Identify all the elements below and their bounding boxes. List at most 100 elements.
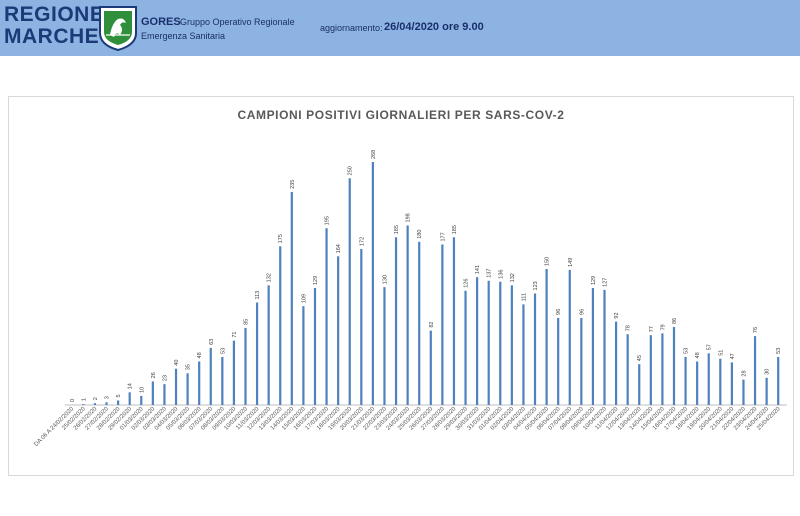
bar [441,244,444,405]
data-label: 96 [556,309,562,315]
data-label: 14 [128,383,134,389]
org-subtitle-2: Emergenza Sanitaria [141,31,226,41]
org-subtitle-1: Gruppo Operativo Regionale [180,17,295,27]
data-label: 111 [521,293,527,301]
bar [476,277,479,405]
bar [580,317,583,405]
data-label: 1 [81,398,87,401]
data-label: 268 [371,150,377,159]
bar [105,402,108,405]
data-label: 132 [267,273,273,282]
chart-container: CAMPIONI POSITIVI GIORNALIERI PER SARS-C… [8,96,794,476]
data-label: 185 [452,225,458,234]
bar [93,403,97,405]
bar [348,178,351,405]
update-timestamp: 26/04/2020 ore 9.00 [384,21,484,33]
data-label: 2 [93,397,99,400]
bar [545,268,548,405]
data-label: 109 [301,294,307,303]
data-label: 126 [464,279,470,288]
bar [255,302,259,405]
bar [232,340,236,405]
bar [649,335,652,405]
bar [418,241,421,405]
bar [337,256,340,405]
data-label: 92 [614,312,620,318]
logo-line-2: MARCHE [4,25,100,48]
data-label: 129 [591,276,597,285]
bar [603,289,606,405]
data-label: 78 [626,325,632,331]
data-label: 141 [475,265,481,274]
bar [290,191,293,405]
bar-chart: CAMPIONI POSITIVI GIORNALIERI PER SARS-C… [33,108,787,448]
bar [371,162,374,405]
marche-crest-icon [99,6,137,51]
logo-line-1: REGIONE [4,3,105,26]
data-label: 175 [278,234,284,243]
data-label: 235 [290,180,296,189]
bar [151,381,154,405]
bar [499,281,502,405]
org-name: GORES [141,16,181,28]
data-label: 5 [116,394,122,397]
data-label: 53 [776,348,782,354]
data-label: 57 [707,344,713,350]
bar [614,321,618,405]
data-label: 127 [603,278,609,287]
bar [198,361,201,405]
bar [591,288,595,405]
bar [313,288,317,405]
data-label: 123 [533,281,539,290]
data-label: 149 [568,258,574,267]
page-header: REGIONE MARCHE GORES Gruppo Operativo Re… [0,0,800,56]
data-label: 26 [151,372,157,378]
data-label: 77 [649,326,655,332]
bar [128,392,131,405]
data-label: 198 [406,213,412,222]
update-label: aggiornamento: [320,23,383,33]
bar [638,364,641,405]
bar [568,269,571,405]
data-label: 71 [232,331,238,337]
tick-labels-layer: DA 06 A 24/02/202025/02/202026/02/202027… [33,406,782,448]
bar [661,333,664,405]
data-label: 180 [417,230,423,239]
data-label: 51 [718,350,724,356]
bar [174,368,178,405]
data-label: 150 [545,257,551,266]
data-label: 132 [510,273,516,282]
data-label: 48 [695,352,701,358]
data-label: 28 [741,370,747,376]
data-label: 79 [660,324,666,330]
data-label: 35 [186,364,192,370]
bar [452,237,456,405]
bar [753,336,757,405]
data-label: 185 [394,225,400,234]
data-label: 164 [336,244,342,253]
data-label: 85 [244,319,250,325]
data-label: 0 [70,399,76,402]
data-label: 48 [197,352,203,358]
bar [360,249,363,405]
regione-marche-logo: REGIONE MARCHE [4,3,105,52]
bar [533,293,537,405]
data-label: 250 [348,166,354,175]
data-label: 3 [105,396,111,399]
bar [557,317,560,405]
bar [684,356,687,405]
bar [163,384,166,405]
bar [267,285,270,405]
data-label: 45 [637,355,643,361]
data-label: 10 [139,387,145,393]
bar [522,304,525,405]
bar [82,404,85,405]
data-label: 172 [359,237,365,246]
chart-title: CAMPIONI POSITIVI GIORNALIERI PER SARS-C… [237,108,564,122]
data-label: 53 [684,348,690,354]
bar [117,400,120,405]
bar [730,362,733,405]
bar [383,287,386,405]
bar [406,225,409,405]
bar [464,290,467,405]
